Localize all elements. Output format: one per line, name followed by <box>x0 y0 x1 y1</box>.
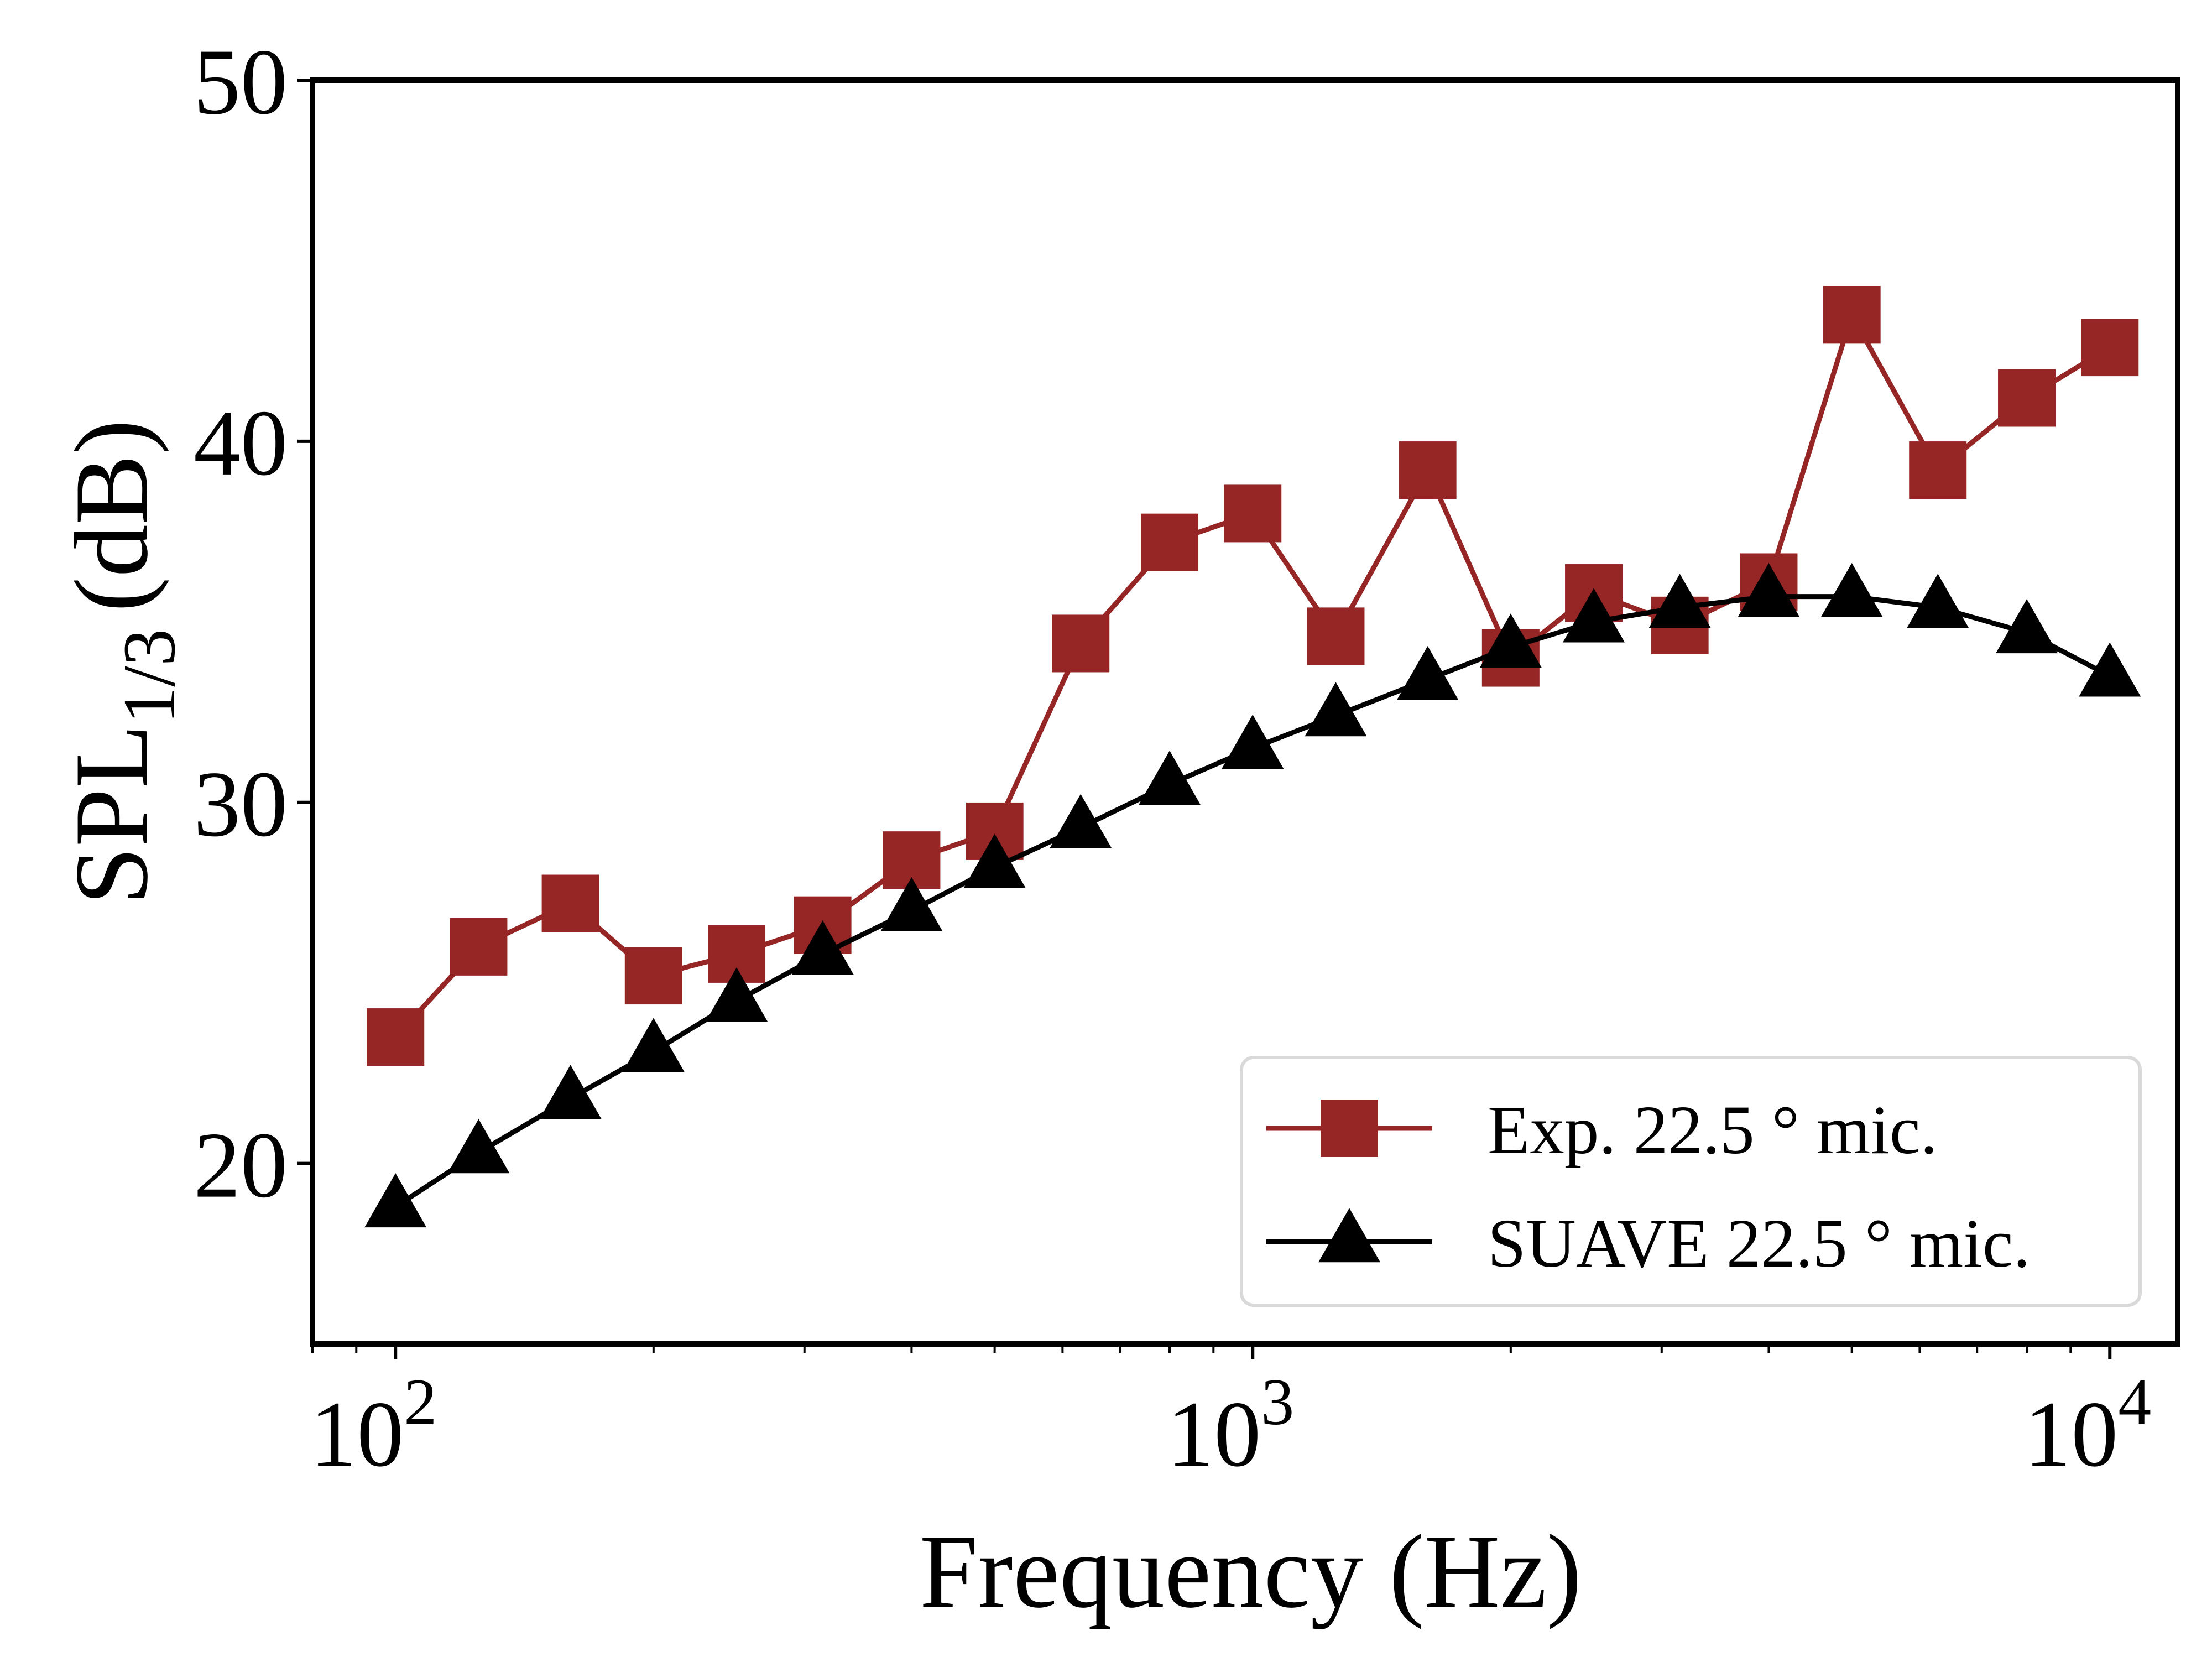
x-tick-label: 102 <box>310 1365 437 1486</box>
data-point-triangle <box>880 877 943 931</box>
y-axis-label-main: SPL <box>54 724 170 905</box>
x-tick-label-exponent: 4 <box>2118 1365 2151 1439</box>
y-axis-label-unit: (dB) <box>54 419 170 612</box>
data-point-square <box>2081 319 2139 377</box>
data-point-square <box>1909 441 1967 499</box>
data-point-triangle <box>364 1173 427 1228</box>
data-point-square <box>1141 513 1199 571</box>
data-point-triangle <box>447 1119 510 1174</box>
data-point-triangle <box>1222 715 1284 769</box>
data-point-square <box>624 947 682 1005</box>
series-1 <box>367 286 2139 1066</box>
y-tick-label: 20 <box>194 1113 288 1217</box>
data-point-triangle <box>1479 613 1542 668</box>
data-point-triangle <box>1139 751 1201 805</box>
data-point-square <box>450 918 508 976</box>
x-tick-label: 104 <box>2024 1365 2151 1486</box>
y-tick-label: 50 <box>194 30 288 134</box>
data-point-triangle <box>1996 599 2058 654</box>
y-axis-label-subscript: 1/3 <box>108 629 191 725</box>
plot-frame <box>310 77 2180 1347</box>
legend-box <box>1240 1056 2142 1307</box>
y-tick-label: 30 <box>194 752 288 856</box>
data-point-square <box>1823 286 1881 344</box>
data-point-triangle <box>622 1018 685 1072</box>
data-point-triangle <box>1563 588 1625 643</box>
data-point-triangle <box>539 1065 602 1119</box>
data-point-square <box>1998 369 2056 427</box>
x-tick-label-base: 10 <box>310 1382 404 1486</box>
data-point-square <box>541 874 599 932</box>
data-point-triangle <box>1648 574 1711 628</box>
data-point-triangle <box>963 833 1026 888</box>
legend: Exp. 22.5 ° mic. SUAVE 22.5 ° mic. <box>1240 1056 2142 1307</box>
x-tick-label-base: 10 <box>2024 1382 2118 1486</box>
data-point-square <box>1224 484 1282 543</box>
legend-entry: SUAVE 22.5 ° mic. <box>1266 1206 2031 1282</box>
data-point-triangle <box>1396 645 1459 700</box>
legend-label: Exp. 22.5 ° mic. <box>1488 1092 1938 1169</box>
data-point-triangle <box>706 967 768 1022</box>
y-tick-label: 40 <box>194 391 288 495</box>
x-tick-label: 103 <box>1167 1365 1294 1486</box>
series-2 <box>364 562 2141 1228</box>
data-point-triangle <box>2079 642 2141 697</box>
data-point-square <box>1399 441 1457 499</box>
x-tick-label-exponent: 3 <box>1261 1365 1294 1439</box>
data-point-triangle <box>1820 562 1883 617</box>
x-axis-label: Frequency (Hz) <box>920 1514 1582 1630</box>
data-point-square <box>1052 614 1110 673</box>
x-tick-label-exponent: 2 <box>404 1365 437 1439</box>
y-axis-label: SPL1/3 (dB) <box>54 419 191 905</box>
legend-label: SUAVE 22.5 ° mic. <box>1488 1206 2031 1282</box>
legend-entry: Exp. 22.5 ° mic. <box>1266 1092 1938 1169</box>
data-point-triangle <box>1738 562 1800 617</box>
legend-marker-square <box>1321 1100 1378 1157</box>
legend-marker-triangle <box>1318 1208 1380 1263</box>
data-point-triangle <box>1050 794 1112 848</box>
data-point-triangle <box>791 920 854 975</box>
data-point-triangle <box>1305 682 1367 737</box>
data-point-square <box>1307 607 1365 665</box>
data-point-square <box>367 1008 425 1066</box>
x-tick-label-base: 10 <box>1167 1382 1261 1486</box>
data-point-triangle <box>1907 574 1969 628</box>
series-layer <box>364 286 2141 1228</box>
